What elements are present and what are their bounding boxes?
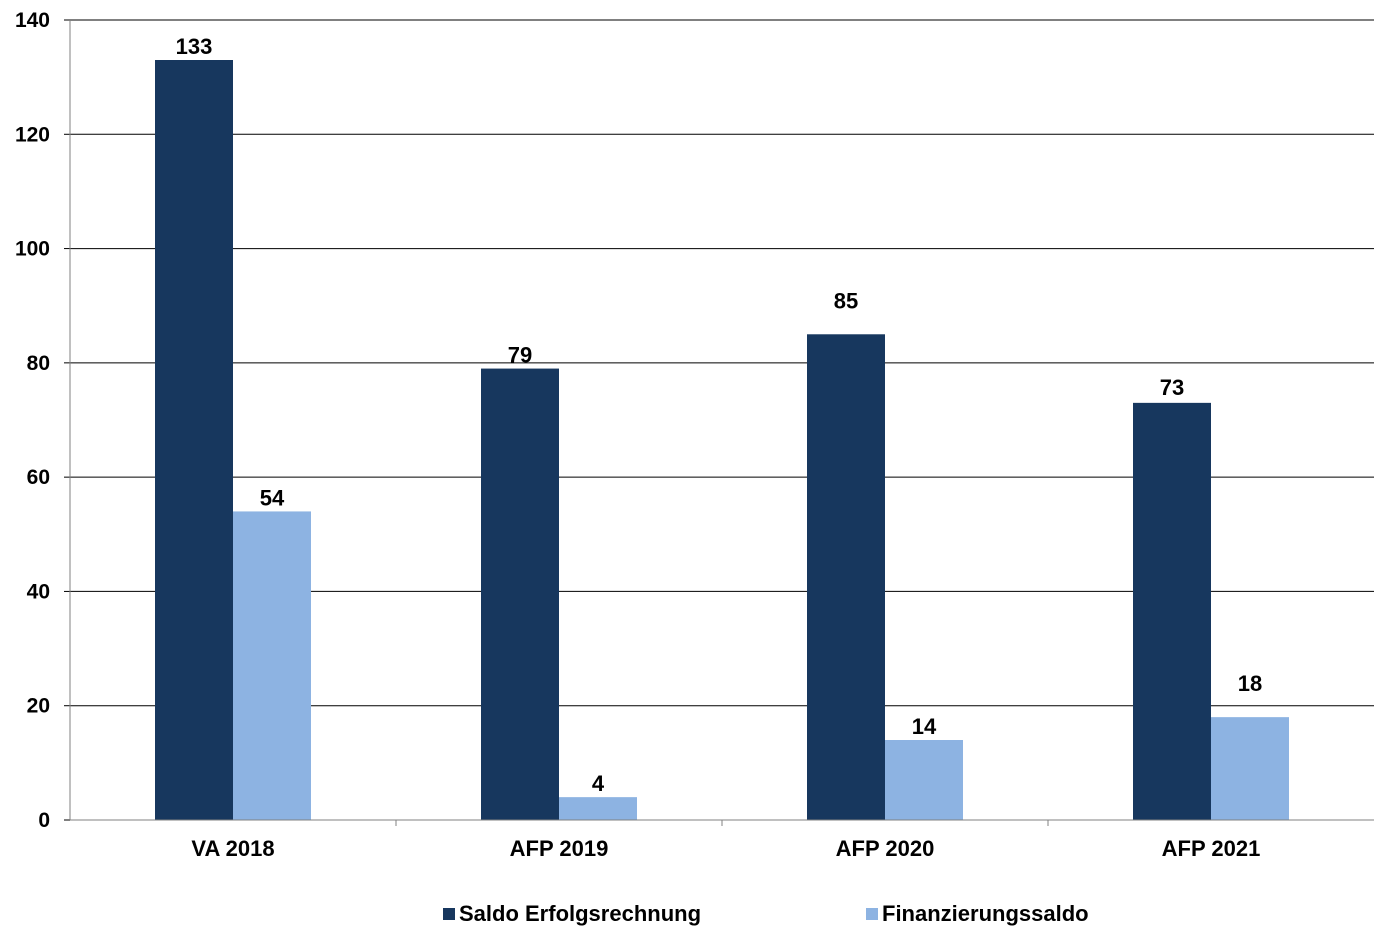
data-label: 18: [1238, 671, 1262, 696]
bar-saldo-erfolgsrechnung: [1133, 402, 1211, 820]
legend-label: Finanzierungssaldo: [882, 901, 1089, 926]
data-label: 133: [176, 34, 213, 59]
y-tick-label: 0: [38, 809, 50, 832]
data-labels: 133 79 85 73 54 4 14 18: [176, 34, 1263, 796]
y-tick-label: 100: [15, 238, 50, 261]
x-category-label: AFP 2021: [1162, 836, 1261, 861]
legend-swatch: [866, 908, 878, 920]
legend: Saldo Erfolgsrechnung Finanzierungssaldo: [443, 901, 1089, 926]
x-category-label: AFP 2019: [510, 836, 609, 861]
data-label: 4: [592, 771, 605, 796]
y-tick-label: 60: [27, 466, 50, 489]
bar-finanzierungssaldo: [559, 797, 637, 820]
bar-saldo-erfolgsrechnung: [155, 60, 233, 820]
bar-saldo-erfolgsrechnung: [481, 368, 559, 820]
x-category-label: AFP 2020: [836, 836, 935, 861]
bar-finanzierungssaldo: [885, 740, 963, 820]
y-tick-label: 140: [15, 9, 50, 32]
bar-finanzierungssaldo: [233, 511, 311, 820]
data-label: 14: [912, 714, 937, 739]
y-tick-label: 120: [15, 123, 50, 146]
bar-saldo-erfolgsrechnung: [807, 334, 885, 820]
x-category-label: VA 2018: [191, 836, 274, 861]
legend-swatch: [443, 908, 455, 920]
legend-label: Saldo Erfolgsrechnung: [459, 901, 701, 926]
bar-finanzierungssaldo: [1211, 717, 1289, 820]
axes: 0 20 40 60 80 100 120 140 VA 2018 AFP 2019 AFP 202…: [15, 9, 1374, 861]
data-label: 73: [1160, 375, 1184, 400]
y-tick-label: 20: [27, 695, 50, 718]
y-tick-label: 80: [27, 352, 50, 375]
bars: [155, 60, 1289, 820]
y-tick-label: 40: [27, 580, 50, 603]
data-label: 54: [260, 485, 285, 510]
data-label: 85: [834, 288, 858, 313]
data-label: 79: [508, 343, 532, 368]
